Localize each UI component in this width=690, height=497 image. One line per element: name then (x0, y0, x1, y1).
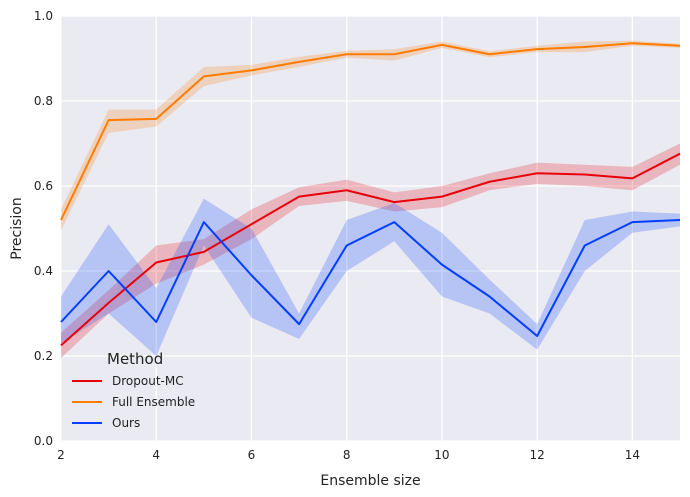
legend-label-ours: Ours (112, 416, 140, 430)
ours-confidence-band (61, 198, 680, 356)
x-tick-label: 10 (434, 448, 449, 462)
tick-labels: 2 4 6 8 10 12 14 0.0 0.2 0.4 0.6 0.8 1.0 (34, 9, 640, 462)
y-tick-label: 0.0 (34, 434, 53, 448)
grid-lines (60, 15, 680, 442)
x-tick-label: 8 (343, 448, 351, 462)
plot-area (61, 16, 680, 441)
x-tick-label: 6 (248, 448, 256, 462)
x-tick-label: 14 (625, 448, 640, 462)
legend: Method Dropout-MC Full Ensemble Ours (72, 350, 195, 430)
y-tick-label: 0.6 (34, 179, 53, 193)
series-lines (60, 42, 681, 347)
y-tick-label: 1.0 (34, 9, 53, 23)
legend-title: Method (107, 350, 163, 368)
legend-label-dropout-mc: Dropout-MC (112, 374, 184, 388)
x-tick-label: 12 (530, 448, 545, 462)
ours-line (60, 219, 681, 338)
y-axis-label: Precision (9, 197, 25, 259)
x-tick-label: 2 (57, 448, 65, 462)
dropout-mc-confidence-band (61, 143, 680, 359)
y-tick-label: 0.4 (34, 264, 53, 278)
confidence-bands (61, 40, 680, 359)
legend-label-full-ensemble: Full Ensemble (112, 395, 195, 409)
dropout-mc-line (60, 152, 681, 347)
x-axis-label: Ensemble size (320, 473, 420, 489)
full-ensemble-line (60, 42, 681, 221)
x-tick-label: 4 (152, 448, 160, 462)
y-tick-label: 0.2 (34, 349, 53, 363)
y-tick-label: 0.8 (34, 94, 53, 108)
